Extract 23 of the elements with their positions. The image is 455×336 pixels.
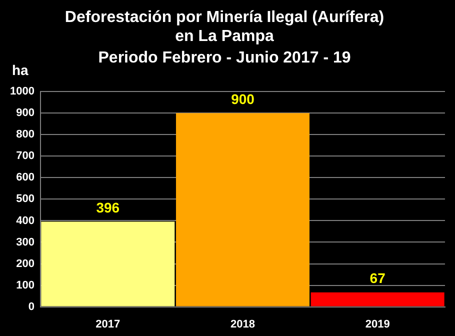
bar — [310, 292, 444, 306]
y-tick-label: 700 — [16, 150, 34, 162]
x-tick-label: 2018 — [230, 318, 255, 330]
y-tick-label: 900 — [16, 107, 34, 120]
y-tick-label: 800 — [16, 128, 34, 141]
data-label: 900 — [231, 90, 255, 107]
chart-title: Deforestación por Minería Ilegal (Aurífera) en La Pampa — [64, 9, 384, 46]
y-axis-title: ha — [12, 62, 29, 78]
x-tick-label: 2019 — [365, 318, 390, 330]
y-tick-label: 1000 — [10, 86, 34, 98]
y-tick-label: 600 — [16, 172, 34, 184]
y-tick-label: 0 — [28, 300, 34, 313]
y-tick-label: 300 — [16, 236, 34, 248]
y-tick-label: 200 — [16, 258, 34, 270]
data-label: 67 — [370, 270, 386, 286]
y-tick-label: 400 — [16, 214, 34, 227]
bar — [41, 222, 175, 306]
y-tick-label: 500 — [16, 193, 34, 206]
y-tick-label: 100 — [16, 279, 34, 292]
chart-subtitle: Periodo Febrero - Junio 2017 - 19 — [98, 49, 351, 66]
data-label: 396 — [96, 199, 120, 216]
bar — [176, 113, 310, 306]
x-tick-label: 2017 — [96, 318, 120, 330]
